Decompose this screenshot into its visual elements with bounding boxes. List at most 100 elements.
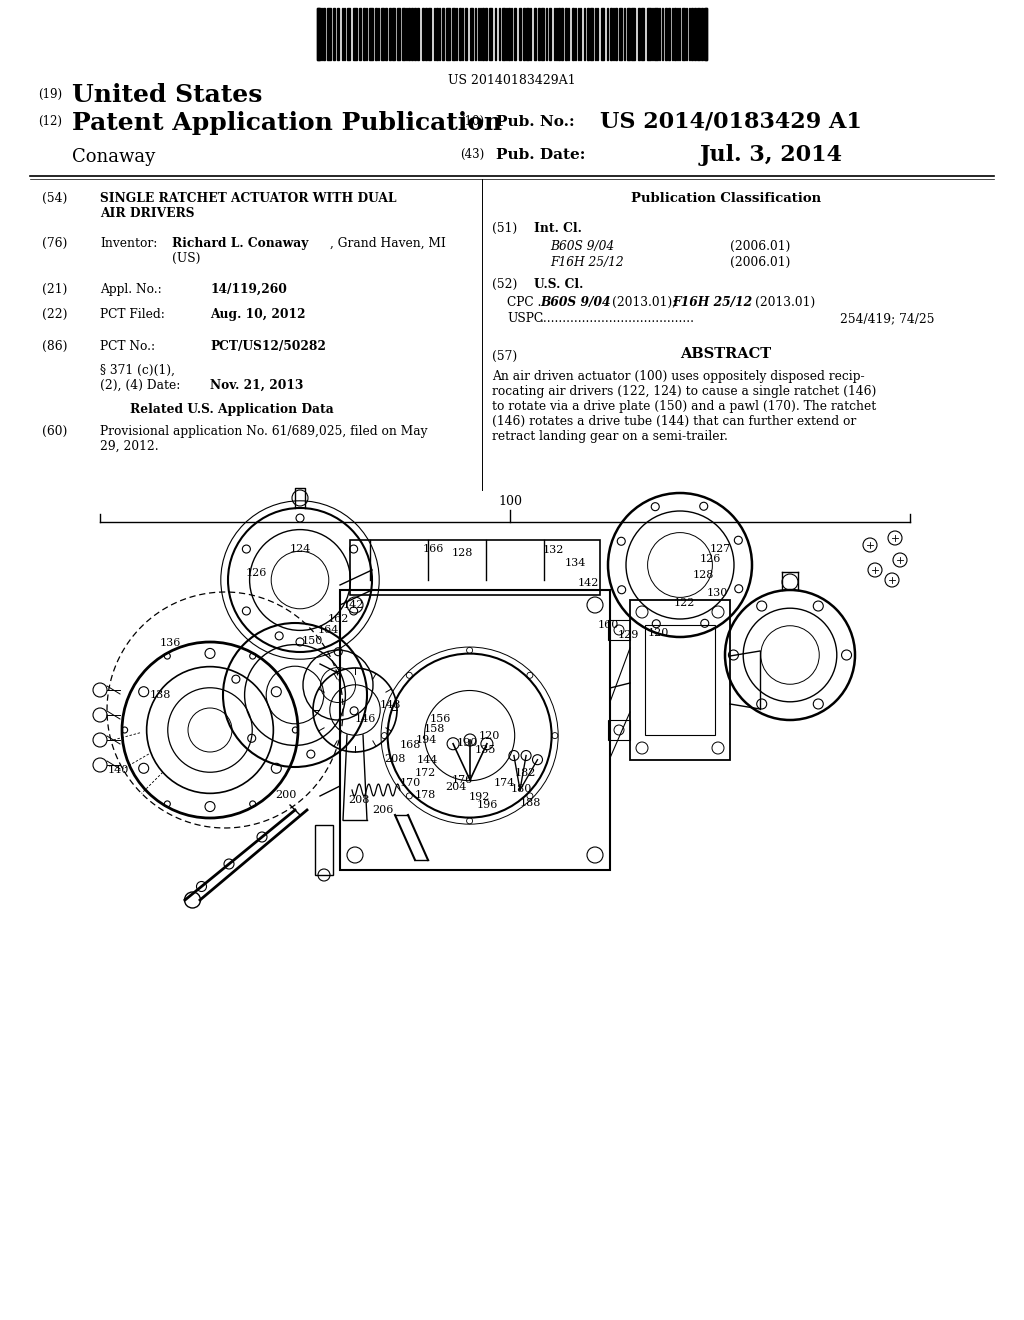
Text: (21): (21): [42, 282, 68, 296]
Bar: [381, 8, 384, 59]
Text: 158: 158: [424, 723, 445, 734]
Text: (57): (57): [492, 350, 517, 363]
Text: 136: 136: [160, 638, 181, 648]
Bar: [697, 8, 700, 59]
Bar: [523, 8, 525, 59]
Bar: [502, 8, 505, 59]
Text: 188: 188: [520, 799, 542, 808]
Text: (19): (19): [38, 88, 62, 102]
Bar: [610, 8, 612, 59]
Bar: [350, 540, 600, 595]
Bar: [627, 8, 630, 59]
Text: B60S 9/04: B60S 9/04: [540, 296, 610, 309]
Bar: [385, 8, 387, 59]
Text: 130: 130: [707, 587, 728, 598]
Bar: [452, 8, 455, 59]
Text: 156: 156: [430, 714, 452, 723]
Text: 120: 120: [648, 628, 670, 638]
Bar: [618, 8, 622, 59]
Bar: [630, 601, 730, 760]
Bar: [691, 8, 693, 59]
Text: 172: 172: [415, 768, 436, 777]
Text: 196: 196: [477, 800, 499, 810]
Text: 126: 126: [700, 554, 721, 564]
Text: 182: 182: [515, 768, 537, 777]
Text: 138: 138: [150, 690, 171, 700]
Bar: [347, 8, 350, 59]
Text: 120: 120: [479, 731, 501, 741]
Text: 128: 128: [452, 548, 473, 558]
Bar: [337, 8, 339, 59]
Bar: [436, 8, 438, 59]
Bar: [482, 8, 484, 59]
Text: 142: 142: [343, 601, 365, 610]
Bar: [608, 620, 630, 640]
Text: Jul. 3, 2014: Jul. 3, 2014: [700, 144, 843, 166]
Text: 178: 178: [415, 789, 436, 800]
Text: (2013.01): (2013.01): [755, 296, 815, 309]
Text: (2), (4) Date:: (2), (4) Date:: [100, 379, 180, 392]
Bar: [514, 8, 516, 59]
Bar: [587, 8, 589, 59]
Text: Pub. Date:: Pub. Date:: [496, 148, 586, 162]
Bar: [417, 8, 419, 59]
Bar: [442, 8, 444, 59]
Bar: [705, 8, 707, 59]
Text: 168: 168: [400, 741, 421, 750]
Bar: [519, 8, 521, 59]
Text: Aug. 10, 2012: Aug. 10, 2012: [210, 308, 305, 321]
Bar: [327, 8, 331, 59]
Bar: [428, 8, 431, 59]
Text: 144: 144: [417, 755, 438, 766]
Text: Int. Cl.: Int. Cl.: [534, 222, 582, 235]
Text: F16H 25/12: F16H 25/12: [672, 296, 752, 309]
Text: Nov. 21, 2013: Nov. 21, 2013: [210, 379, 303, 392]
Text: 192: 192: [469, 792, 490, 803]
Text: US 20140183429A1: US 20140183429A1: [449, 74, 575, 87]
Bar: [508, 8, 510, 59]
Text: 29, 2012.: 29, 2012.: [100, 440, 159, 453]
Text: 200: 200: [275, 789, 296, 800]
Text: (60): (60): [42, 425, 68, 438]
Bar: [601, 8, 604, 59]
Bar: [682, 8, 685, 59]
Text: Provisional application No. 61/689,025, filed on May: Provisional application No. 61/689,025, …: [100, 425, 427, 438]
Text: CPC ..: CPC ..: [507, 296, 545, 309]
Bar: [359, 8, 361, 59]
Text: (22): (22): [42, 308, 68, 321]
Bar: [362, 8, 365, 59]
Text: 100: 100: [498, 495, 522, 508]
Text: rocating air drivers (122, 124) to cause a single ratchet (146): rocating air drivers (122, 124) to cause…: [492, 385, 877, 399]
Text: 128: 128: [693, 570, 715, 579]
Bar: [353, 8, 357, 59]
Text: 206: 206: [372, 805, 393, 814]
Text: 134: 134: [565, 558, 587, 568]
Text: 14/119,260: 14/119,260: [210, 282, 287, 296]
Text: 180: 180: [511, 784, 532, 795]
Bar: [465, 8, 467, 59]
Bar: [392, 8, 395, 59]
Bar: [446, 8, 450, 59]
Bar: [565, 8, 567, 59]
Text: Conaway: Conaway: [72, 148, 156, 166]
Text: (2013.01);: (2013.01);: [612, 296, 677, 309]
Bar: [534, 8, 536, 59]
Text: 162: 162: [328, 614, 349, 624]
Text: 174: 174: [494, 777, 515, 788]
Bar: [705, 8, 707, 59]
Text: 140: 140: [108, 766, 129, 775]
Text: retract landing gear on a semi-trailer.: retract landing gear on a semi-trailer.: [492, 430, 728, 444]
Bar: [526, 8, 529, 59]
Text: 127: 127: [710, 544, 731, 554]
Bar: [572, 8, 574, 59]
Text: (54): (54): [42, 191, 68, 205]
Text: PCT/US12/50282: PCT/US12/50282: [210, 341, 326, 352]
Text: 176: 176: [452, 775, 473, 785]
Text: 208: 208: [384, 754, 406, 764]
Bar: [638, 8, 640, 59]
Bar: [389, 8, 391, 59]
Bar: [317, 8, 319, 59]
Bar: [375, 8, 377, 59]
Bar: [561, 8, 563, 59]
Text: 194: 194: [416, 735, 437, 744]
